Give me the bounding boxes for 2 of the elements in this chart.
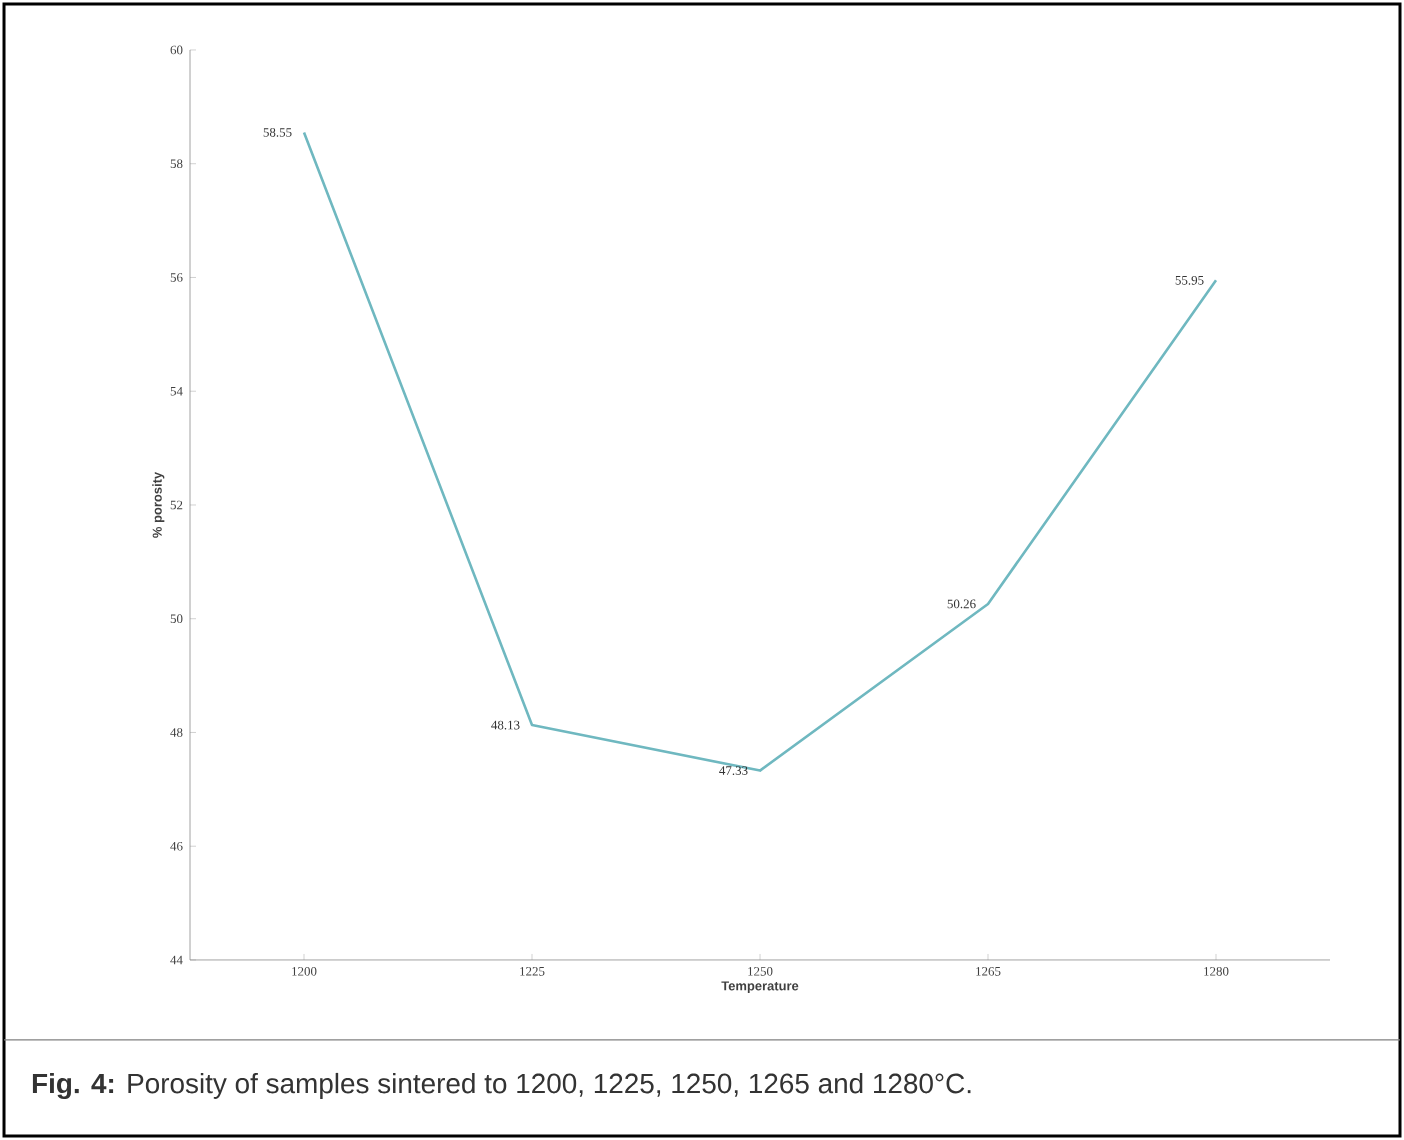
line-series: [302, 131, 1218, 772]
text: Fig. 4: Porosity of samples sintered to 1200, 1225, 1250, 1265 and 1280°C.: [32, 1072, 971, 1100]
